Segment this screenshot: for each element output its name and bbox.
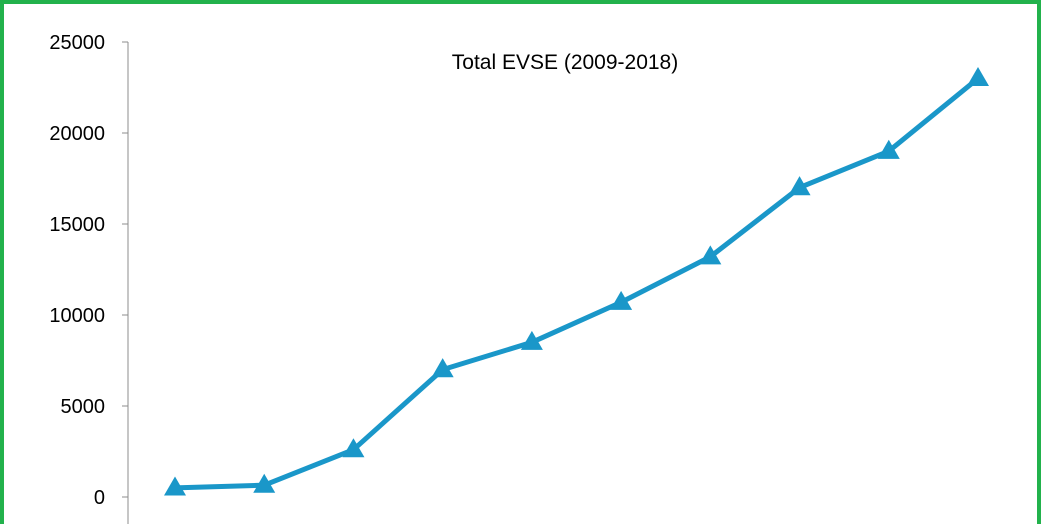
y-axis: 25000 20000 15000 10000 5000 0 bbox=[49, 32, 128, 524]
series-group bbox=[164, 67, 989, 496]
y-tick-label: 20000 bbox=[49, 123, 105, 145]
y-tick-label: 10000 bbox=[49, 305, 105, 327]
y-tick-label: 5000 bbox=[61, 396, 106, 418]
y-tick-label: 15000 bbox=[49, 214, 105, 236]
data-point-marker bbox=[967, 67, 989, 86]
chart-title: Total EVSE (2009-2018) bbox=[452, 51, 678, 74]
y-tick-label: 0 bbox=[94, 487, 105, 509]
series-line bbox=[175, 78, 978, 488]
y-tick-label: 25000 bbox=[49, 32, 105, 54]
